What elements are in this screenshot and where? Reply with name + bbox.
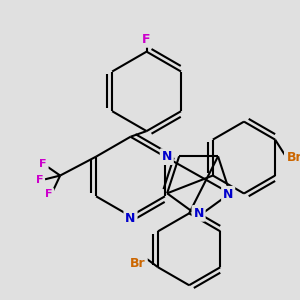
Text: N: N <box>125 212 136 225</box>
Text: Br: Br <box>287 151 300 164</box>
Text: N: N <box>162 150 172 163</box>
Text: N: N <box>194 207 204 220</box>
Text: N: N <box>223 188 233 201</box>
Text: F: F <box>142 33 151 46</box>
Text: Br: Br <box>130 257 146 270</box>
Text: F: F <box>36 175 43 185</box>
Text: F: F <box>45 189 52 200</box>
Text: F: F <box>39 159 47 169</box>
